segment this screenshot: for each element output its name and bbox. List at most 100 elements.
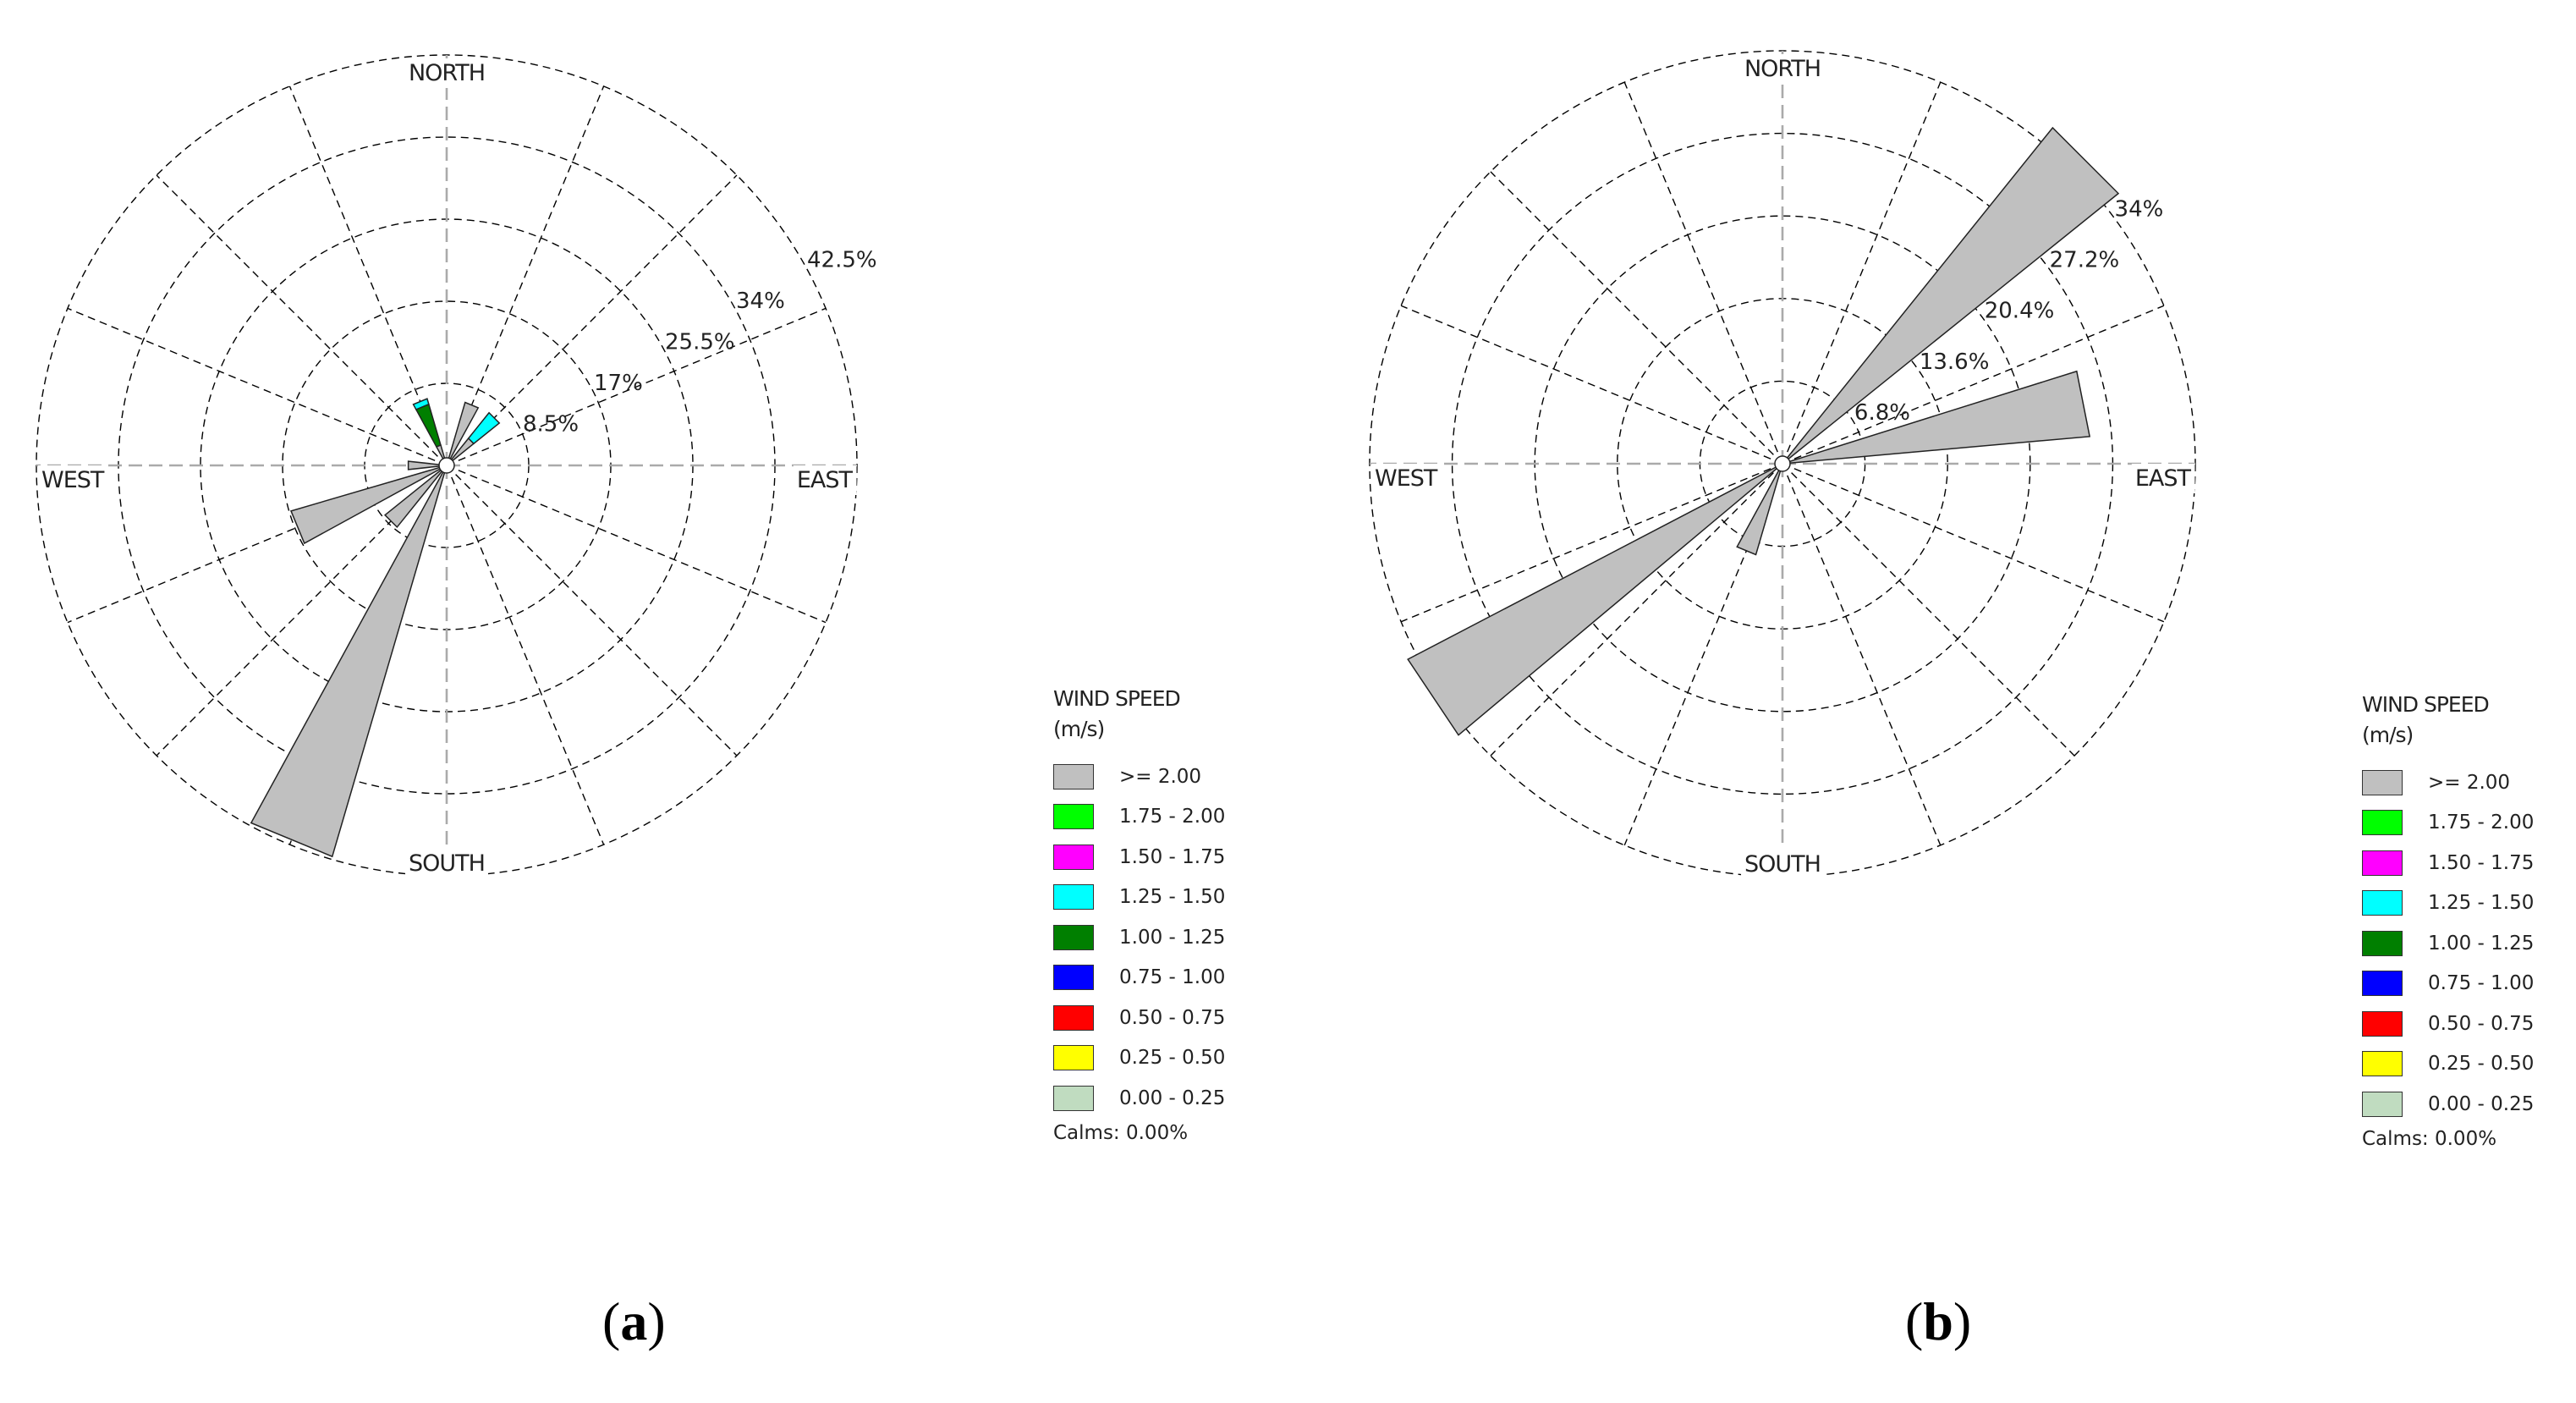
legend-swatch <box>1053 1085 1094 1111</box>
legend-b: WIND SPEED (m/s) >= 2.00 1.75 - 2.00 1.50 … <box>2362 690 2576 1150</box>
legend-title: WIND SPEED <box>1053 686 1181 711</box>
petal-1-segment-0 <box>446 401 480 466</box>
direction-label-west: WEST <box>1375 465 1438 492</box>
spoke-1 <box>1782 81 1942 465</box>
ring-label-2: 25.5% <box>665 330 735 355</box>
direction-label-bg-south <box>1741 850 1824 879</box>
legend-item: >= 2.00 <box>1053 757 1273 797</box>
legend-item: 1.25 - 1.50 <box>2362 883 2576 924</box>
direction-label-east: EAST <box>797 467 854 493</box>
legend-item: 0.50 - 0.75 <box>1053 998 1273 1038</box>
legend-item: 0.25 - 0.50 <box>1053 1038 1273 1079</box>
legend-swatch <box>2362 930 2403 956</box>
direction-label-bg-east <box>793 465 857 495</box>
direction-label-west: WEST <box>41 467 105 493</box>
panel-label-b: (b) <box>1905 1291 1972 1351</box>
spoke-14 <box>156 174 448 466</box>
ring-label-0: 8.5% <box>523 412 579 437</box>
legend-swatch <box>1053 884 1094 911</box>
spoke-14 <box>1490 171 1783 465</box>
legend-item: 1.75 - 2.00 <box>1053 797 1273 838</box>
legend-swatch <box>1053 924 1094 950</box>
ring-label-4: 42.5% <box>807 248 877 273</box>
legend-swatch <box>1053 804 1094 830</box>
legend-item: 1.00 - 1.25 <box>2362 923 2576 964</box>
petal-0-segment-0 <box>250 465 448 858</box>
legend-label: 1.00 - 1.25 <box>1119 926 1226 949</box>
spoke-13 <box>1400 305 1783 465</box>
direction-label-north: NORTH <box>1744 56 1821 82</box>
spoke-5 <box>1782 463 2165 623</box>
legend-items: >= 2.00 1.75 - 2.00 1.50 - 1.75 1.25 - 1.50… <box>1053 757 1273 1119</box>
panel-a: 8.5% 17% 25.5% 34% 42.5% NORTH SOUTH EAST WEST W… <box>36 54 1273 1351</box>
direction-label-north: NORTH <box>409 60 485 86</box>
spoke-3 <box>1782 305 2165 465</box>
legend-label: >= 2.00 <box>2428 771 2511 794</box>
legend-items: >= 2.00 1.75 - 2.00 1.50 - 1.75 1.25 - 1.50… <box>2362 762 2576 1125</box>
direction-label-bg-south <box>405 849 488 878</box>
ring-label-2: 20.4% <box>1985 299 2055 324</box>
direction-label-bg-north <box>404 58 489 88</box>
legend-swatch <box>2362 1010 2403 1037</box>
legend-swatch <box>2362 1091 2403 1117</box>
legend-swatch <box>1053 844 1094 870</box>
legend-label: 0.25 - 0.50 <box>2428 1053 2535 1076</box>
legend-title: WIND SPEED <box>2362 692 2490 717</box>
legend-swatch <box>1053 1004 1094 1031</box>
ring-label-3: 27.2% <box>2050 248 2120 273</box>
legend-item: 0.75 - 1.00 <box>2362 964 2576 1004</box>
legend-item: >= 2.00 <box>2362 762 2576 803</box>
legend-swatch <box>1053 763 1094 790</box>
petal-4-segment-0 <box>407 460 448 470</box>
legend-swatch <box>2362 971 2403 997</box>
direction-label-south: SOUTH <box>1744 851 1821 878</box>
direction-label-bg-north <box>1740 54 1825 84</box>
legend-label: 0.50 - 0.75 <box>1119 1006 1226 1029</box>
legend-unit: (m/s) <box>2362 723 2414 747</box>
spoke-7 <box>446 465 605 845</box>
spoke-1 <box>446 85 605 466</box>
panel-label-a: (a) <box>602 1291 666 1351</box>
legend-label: 1.50 - 1.75 <box>2428 851 2535 874</box>
legend-label: 1.00 - 1.25 <box>2428 932 2535 955</box>
legend-item: 0.00 - 0.25 <box>1053 1078 1273 1119</box>
center-calm-circle <box>438 457 455 474</box>
legend-a: WIND SPEED (m/s) >= 2.00 1.75 - 2.00 1.50 … <box>1053 684 1273 1144</box>
direction-label-bg-east <box>2131 464 2195 493</box>
petal-2-segment-0 <box>1407 463 1783 736</box>
petal-3-segment-1 <box>415 403 442 448</box>
ring-label-0: 6.8% <box>1854 400 1910 426</box>
ring-label-1: 13.6% <box>1920 349 1990 375</box>
legend-label: 0.00 - 0.25 <box>2428 1092 2535 1115</box>
petal-0-segment-0 <box>1782 126 2120 465</box>
petal-3-segment-2 <box>412 398 430 410</box>
legend-label: 0.50 - 0.75 <box>2428 1012 2535 1035</box>
petal-3-segment-0 <box>1736 463 1783 556</box>
legend-item: 0.00 - 0.25 <box>2362 1084 2576 1125</box>
spoke-5 <box>446 465 827 624</box>
spoke-3 <box>446 307 827 466</box>
legend-item: 1.75 - 2.00 <box>2362 803 2576 844</box>
legend-item: 0.25 - 0.50 <box>2362 1044 2576 1085</box>
spoke-10 <box>1490 463 1783 757</box>
legend-label: 1.25 - 1.50 <box>1119 886 1226 909</box>
ring-label-4: 34% <box>2115 197 2164 223</box>
spoke-6 <box>1782 463 2075 757</box>
wind-rose-b: 6.8% 13.6% 20.4% 27.2% 34% NORTH SOUTH EAST WEST <box>1369 50 2196 879</box>
legend-unit: (m/s) <box>1053 717 1105 741</box>
legend-label: 1.50 - 1.75 <box>1119 845 1226 868</box>
petal-5-segment-0 <box>289 465 448 545</box>
petal-2-segment-1 <box>467 411 501 445</box>
spoke-7 <box>1782 463 1942 846</box>
petal-1-segment-0 <box>1782 370 2091 465</box>
legend-swatch <box>1053 965 1094 991</box>
legend-calms: Calms: 0.00% <box>2362 1127 2497 1150</box>
legend-label: 0.00 - 0.25 <box>1119 1087 1226 1109</box>
legend-item: 0.75 - 1.00 <box>1053 958 1273 999</box>
legend-label: 1.75 - 2.00 <box>1119 806 1226 828</box>
legend-label: 1.25 - 1.50 <box>2428 892 2535 915</box>
spoke-13 <box>67 307 448 466</box>
legend-item: 1.50 - 1.75 <box>1053 837 1273 878</box>
legend-label: 0.75 - 1.00 <box>1119 966 1226 989</box>
legend-swatch <box>1053 1045 1094 1071</box>
